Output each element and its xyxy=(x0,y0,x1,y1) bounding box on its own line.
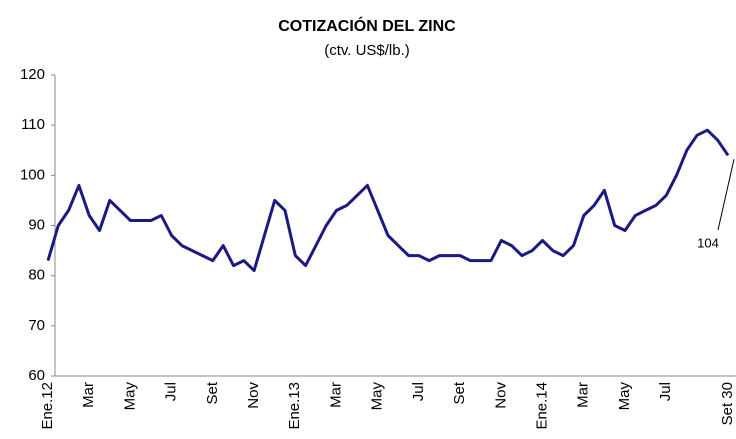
x-tick-label: Mar xyxy=(575,382,592,408)
y-tick-label: 80 xyxy=(28,267,45,284)
chart-title: COTIZACIÓN DEL ZINC xyxy=(278,16,456,35)
x-tick-label: Nov xyxy=(245,382,262,409)
y-tick-label: 60 xyxy=(28,367,45,384)
y-tick-label: 90 xyxy=(28,216,45,233)
y-tick-label: 100 xyxy=(20,166,45,183)
x-tick-label: May xyxy=(616,382,633,411)
y-tick-label: 110 xyxy=(21,116,45,133)
y-tick-label: 70 xyxy=(28,317,45,334)
x-tick-label: Jul xyxy=(657,382,674,401)
x-tick-label: May xyxy=(121,382,138,411)
x-tick-label: Mar xyxy=(327,382,344,408)
x-tick-label: Set 30 xyxy=(719,382,736,425)
annotation-leader xyxy=(717,159,735,231)
x-tick-label: Nov xyxy=(492,382,509,409)
x-tick-label: May xyxy=(369,382,386,411)
x-tick-label: Jul xyxy=(410,382,427,401)
line-series xyxy=(46,128,730,273)
data-label: 104 xyxy=(697,235,719,250)
x-tick-label: Jul xyxy=(163,382,180,401)
x-tick-label: Set xyxy=(451,381,468,404)
x-tick-label: Mar xyxy=(80,382,97,408)
x-tick-label: Ene.13 xyxy=(286,382,303,430)
x-tick-label: Ene.12 xyxy=(39,382,56,430)
x-tick-label: Ene.14 xyxy=(534,382,551,430)
chart-subtitle: (ctv. US$/lb.) xyxy=(324,42,410,59)
y-tick-label: 120 xyxy=(20,66,45,83)
x-tick-label: Set xyxy=(204,381,221,404)
